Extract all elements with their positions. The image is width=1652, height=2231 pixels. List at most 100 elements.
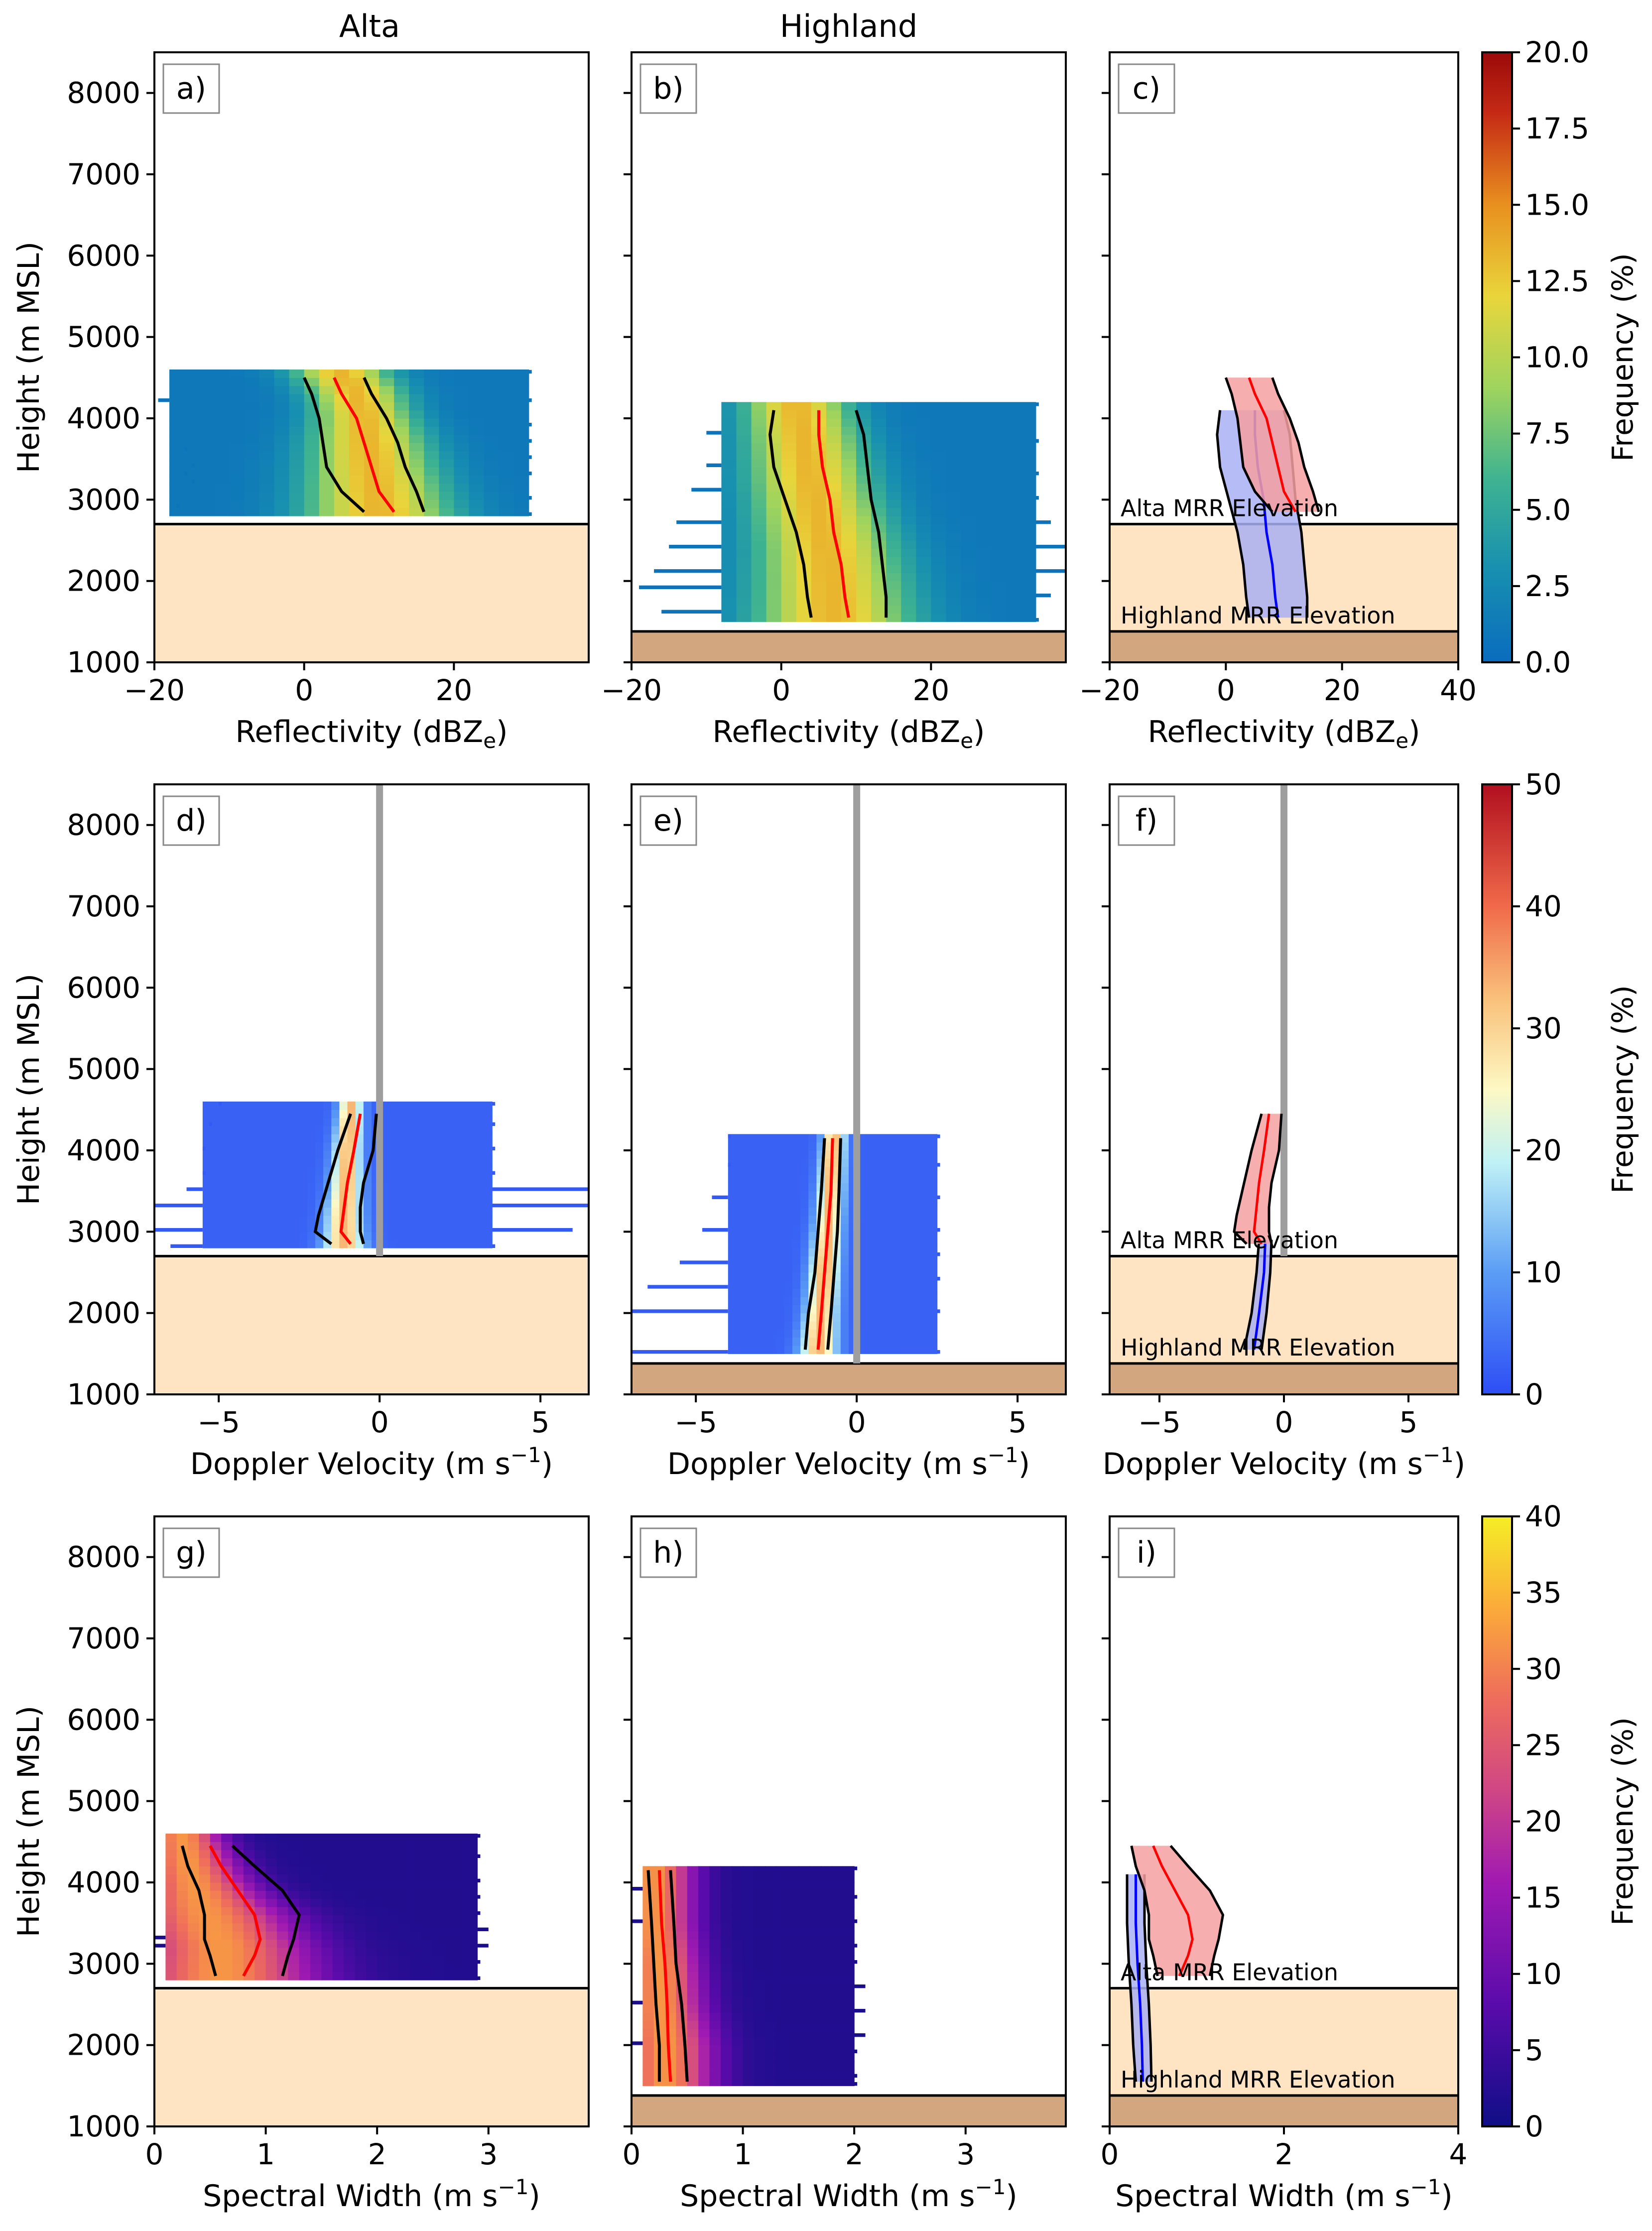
heat-cell xyxy=(377,1923,389,1932)
heat-cell xyxy=(832,1288,841,1297)
heat-cell xyxy=(244,434,260,443)
heat-cell xyxy=(916,597,931,606)
heat-cell xyxy=(199,410,215,419)
heat-cell xyxy=(468,1110,477,1118)
heat-cell xyxy=(243,1850,255,1859)
heat-cell xyxy=(873,1158,882,1167)
heat-cell xyxy=(768,1248,777,1256)
heat-cell xyxy=(243,1134,252,1143)
heat-cell xyxy=(796,402,812,411)
heat-cell xyxy=(1006,426,1021,435)
heat-cell xyxy=(929,1191,938,1200)
heat-cell xyxy=(698,1890,710,1899)
heat-cell xyxy=(484,507,500,516)
heat-cell xyxy=(334,451,350,460)
heat-cell xyxy=(344,1931,356,1940)
heat-cell xyxy=(165,1890,177,1899)
heat-cell xyxy=(896,1207,905,1216)
heat-cell xyxy=(466,1923,478,1932)
alta-terrain-f xyxy=(1110,1256,1458,1363)
heat-cell xyxy=(466,1956,478,1964)
heat-cell xyxy=(444,1199,453,1208)
heat-cell xyxy=(991,434,1007,443)
heat-cell xyxy=(169,443,185,451)
heat-cell xyxy=(808,1321,817,1330)
heat-cell xyxy=(873,1166,882,1175)
heat-cell xyxy=(768,1264,777,1273)
heat-cell xyxy=(881,1346,890,1354)
heat-cell xyxy=(841,475,857,484)
heat-cell xyxy=(411,1224,420,1232)
heat-cell xyxy=(439,467,454,476)
heat-cell xyxy=(484,1207,493,1216)
heat-cell xyxy=(1020,524,1036,533)
heat-cell xyxy=(403,1158,412,1167)
heat-cell xyxy=(800,1264,809,1273)
heat-cell xyxy=(886,434,901,443)
axes-frame-e xyxy=(631,783,1067,1395)
heat-cell xyxy=(811,459,827,468)
heat-cell xyxy=(784,1272,793,1281)
heat-cell xyxy=(905,1150,913,1159)
heat-cell xyxy=(991,410,1007,419)
heat-cell xyxy=(169,370,185,378)
heat-cell xyxy=(946,410,962,419)
heat-cell xyxy=(283,1150,292,1159)
heat-cell xyxy=(736,483,752,492)
heat-cell xyxy=(921,1191,930,1200)
heat-cell xyxy=(896,1199,905,1208)
heat-cell xyxy=(766,614,782,622)
heat-cell xyxy=(364,418,380,427)
highland-median-line xyxy=(1135,1874,1144,2082)
heat-cell xyxy=(299,1898,311,1907)
heat-cell xyxy=(665,1972,677,1981)
heat-cell xyxy=(840,1264,849,1273)
heat-cell xyxy=(283,1166,292,1175)
heat-cell xyxy=(808,1191,817,1200)
heat-cell xyxy=(752,1199,761,1208)
heat-cell xyxy=(199,426,215,435)
heat-cell xyxy=(232,1923,244,1932)
heat-cell xyxy=(454,434,470,443)
p25-line-g xyxy=(181,1845,217,1977)
heat-cell xyxy=(469,443,485,451)
heat-cell xyxy=(728,1321,737,1330)
heat-cell xyxy=(221,1898,233,1907)
heat-cell xyxy=(258,1239,267,1248)
heat-cell xyxy=(768,1272,777,1281)
panel-label-box-h xyxy=(639,1527,697,1578)
heat-cell xyxy=(821,2045,833,2054)
heat-cell xyxy=(886,402,901,411)
heat-cell xyxy=(299,1117,308,1126)
heat-cell xyxy=(184,507,200,516)
heat-cell xyxy=(411,1166,420,1175)
axes-frame-h xyxy=(631,1515,1067,2127)
heat-cell xyxy=(687,1874,699,1883)
heat-cell xyxy=(921,1313,930,1322)
heat-cell xyxy=(169,451,185,460)
heat-cell xyxy=(824,1134,833,1143)
heat-cell xyxy=(744,1280,753,1289)
heat-cell xyxy=(732,1923,744,1932)
heat-cell xyxy=(752,1248,761,1256)
heat-cell xyxy=(798,1898,810,1907)
heat-cell xyxy=(455,1923,467,1932)
heat-cell xyxy=(832,1882,844,1891)
heat-cell xyxy=(792,1346,801,1354)
heat-cell xyxy=(808,1134,817,1143)
heat-cell xyxy=(931,499,947,508)
heat-cell xyxy=(744,1297,753,1305)
heat-cell xyxy=(184,434,200,443)
heat-cell xyxy=(366,1972,378,1981)
heat-cell xyxy=(355,1858,367,1866)
heat-cell xyxy=(310,1956,322,1964)
heat-cell xyxy=(913,1329,921,1338)
heat-cell xyxy=(709,2078,721,2086)
xtick-label: 4 xyxy=(1449,2137,1468,2171)
heat-cell xyxy=(765,1947,777,1956)
heat-cell xyxy=(871,426,887,435)
heat-cell xyxy=(961,507,977,516)
heat-cell xyxy=(244,483,260,492)
heat-cell xyxy=(211,1239,219,1248)
